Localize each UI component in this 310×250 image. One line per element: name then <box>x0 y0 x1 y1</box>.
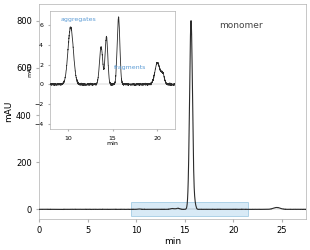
Bar <box>131 202 248 216</box>
Text: monomer: monomer <box>219 21 262 30</box>
Y-axis label: mAU: mAU <box>4 101 13 122</box>
X-axis label: min: min <box>164 237 181 246</box>
